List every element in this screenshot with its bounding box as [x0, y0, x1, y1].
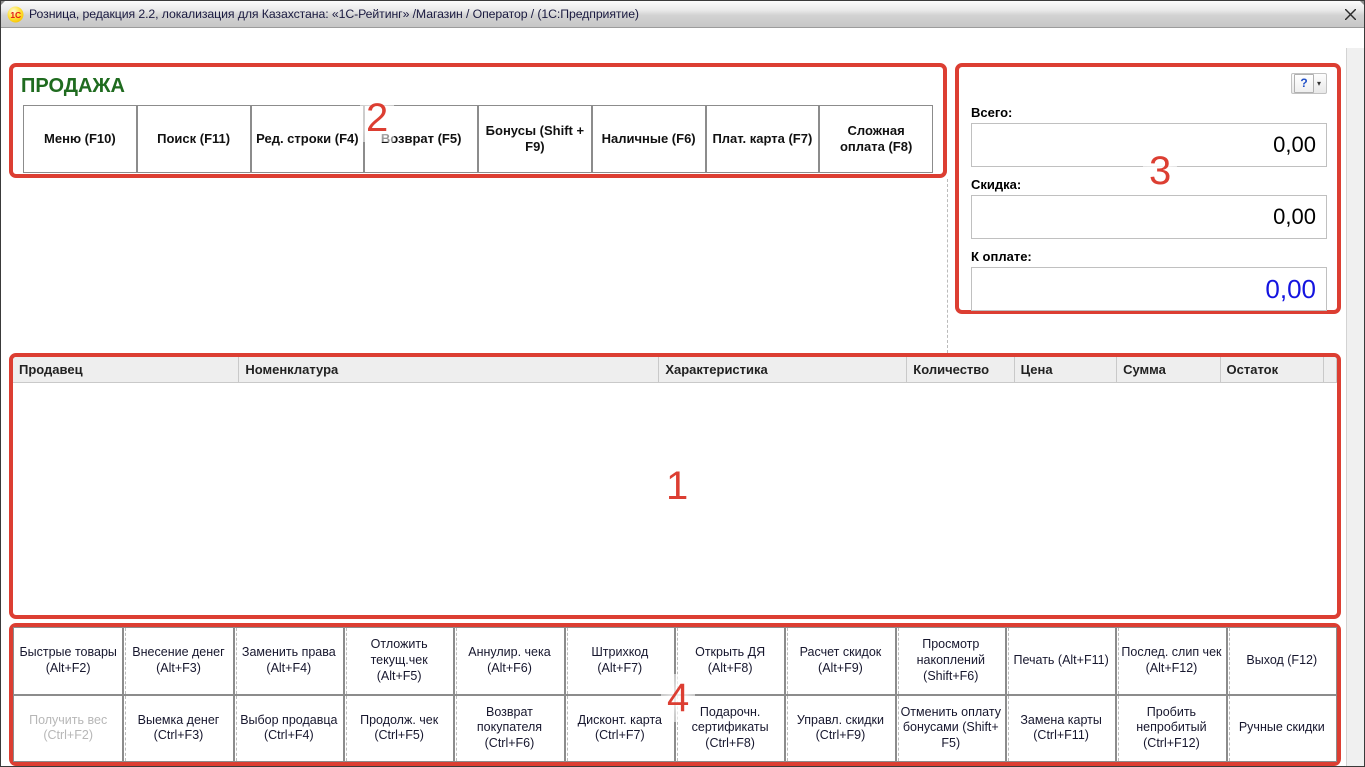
svg-text:1C: 1C — [10, 9, 21, 19]
